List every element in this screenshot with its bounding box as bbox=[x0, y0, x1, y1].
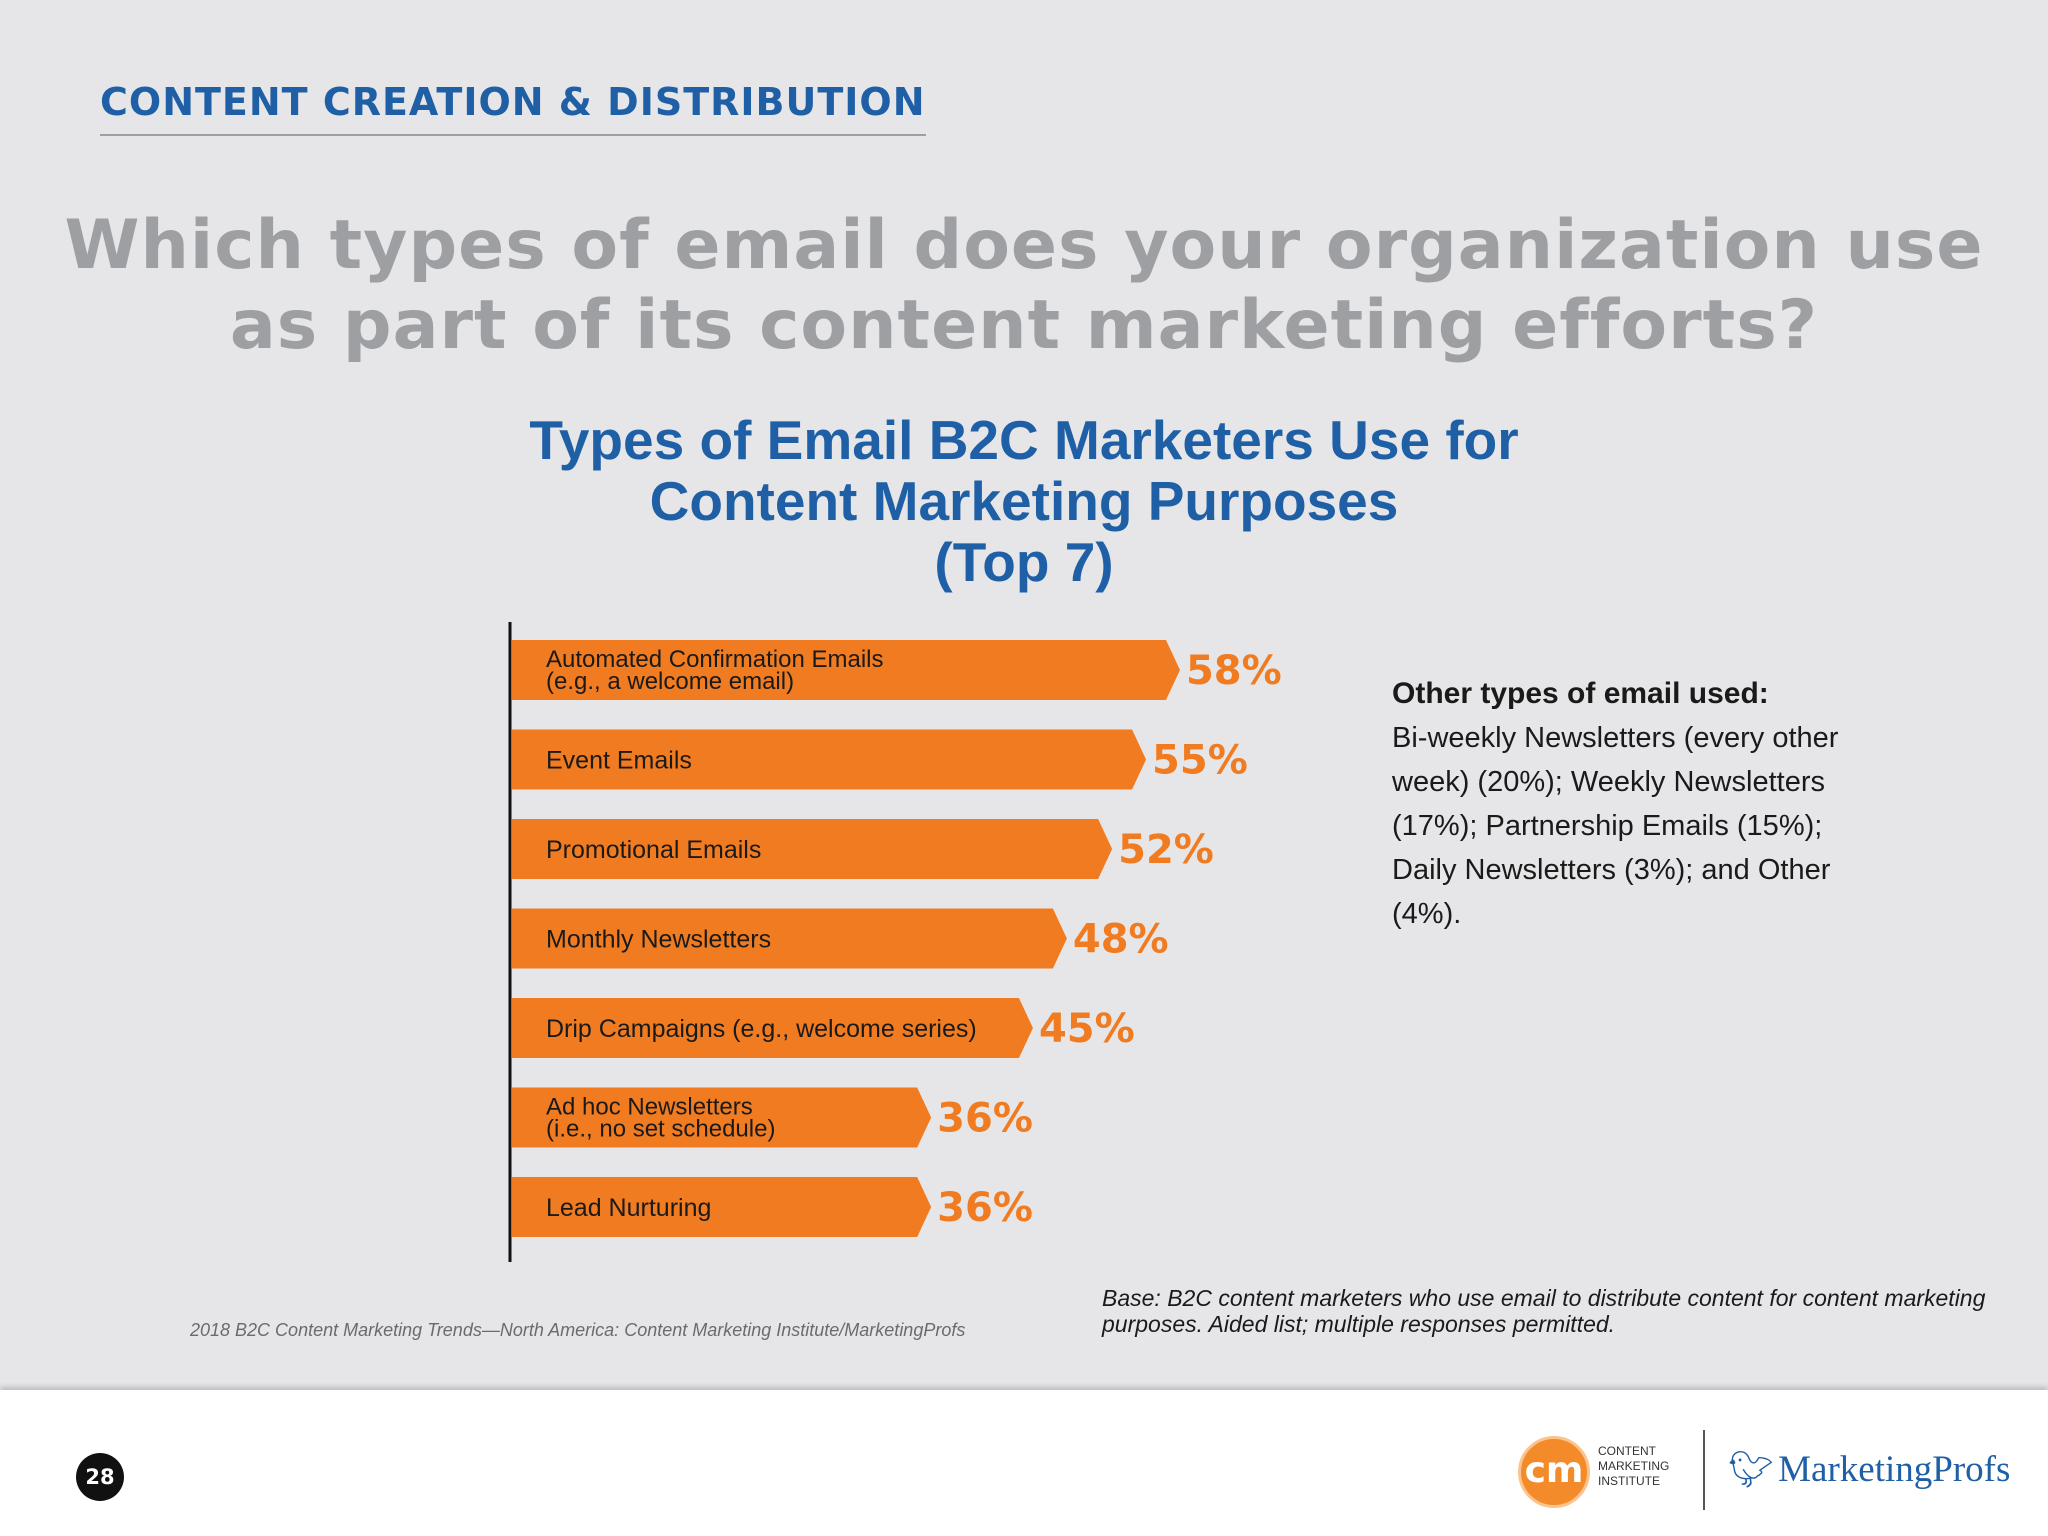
bird-icon: 🐦︎ bbox=[1728, 1448, 1774, 1490]
bar-category-label-line: (e.g., a welcome email) bbox=[546, 668, 794, 695]
other-email-types-line: week) (20%); Weekly Newsletters bbox=[1392, 766, 1825, 798]
other-email-types-line: (4%). bbox=[1392, 898, 1462, 930]
bar bbox=[512, 640, 1180, 700]
question-line: Which types of email does your organizat… bbox=[64, 206, 1984, 285]
bar bbox=[512, 729, 1147, 790]
cmi-logo-text: CONTENT MARKETING INSTITUTE bbox=[1598, 1444, 1718, 1489]
base-note-line: Base: B2C content marketers who use emai… bbox=[1102, 1285, 1986, 1311]
chart-title-line: (Top 7) bbox=[934, 531, 1114, 593]
bar-chart: Automated Confirmation Emails (e.g., a we… bbox=[508, 622, 1282, 1262]
bar-category-label: Promotional Emails bbox=[546, 836, 761, 864]
other-email-types: Other types of email used: Bi-weekly New… bbox=[1392, 672, 1852, 936]
other-email-types-line: (17%); Partnership Emails (15%); bbox=[1392, 810, 1823, 842]
cmi-logo-mark: cm bbox=[1518, 1436, 1590, 1508]
cmi-logo-line: MARKETING bbox=[1598, 1459, 1670, 1473]
bar bbox=[512, 819, 1113, 879]
bar-category-label: Lead Nurturing bbox=[546, 1194, 711, 1222]
other-email-types-heading: Other types of email used: bbox=[1392, 677, 1769, 710]
bar-category-label: Event Emails bbox=[546, 747, 692, 775]
bar bbox=[512, 1177, 932, 1237]
bar-value-label: 48% bbox=[1073, 917, 1169, 963]
bar bbox=[512, 998, 1033, 1058]
section-title: CONTENT CREATION & DISTRIBUTION bbox=[100, 80, 926, 136]
marketingprofs-logo-text: MarketingProfs bbox=[1778, 1449, 2011, 1490]
bar-category-label: Ad hoc Newsletters (i.e., no set schedule… bbox=[546, 1094, 775, 1143]
bar-value-label: 45% bbox=[1039, 1006, 1135, 1052]
bar-category-label: Automated Confirmation Emails (e.g., a we… bbox=[546, 646, 883, 695]
bar-category-label-line: Ad hoc Newsletters bbox=[546, 1094, 753, 1121]
bar-category-label: Drip Campaigns (e.g., welcome series) bbox=[546, 1015, 977, 1043]
bar-category-label-line: (i.e., no set schedule) bbox=[546, 1116, 775, 1143]
logo-divider bbox=[1703, 1430, 1705, 1510]
marketingprofs-logo[interactable]: 🐦︎ MarketingProfs bbox=[1728, 1448, 2010, 1491]
question-line: as part of its content marketing efforts… bbox=[229, 286, 1819, 365]
cmi-logo-line: CONTENT bbox=[1598, 1444, 1656, 1458]
cmi-logo-line: INSTITUTE bbox=[1598, 1474, 1660, 1488]
bar-value-label: 36% bbox=[937, 1185, 1033, 1231]
bar-value-label: 55% bbox=[1152, 738, 1248, 784]
bar-category-label: Monthly Newsletters bbox=[546, 926, 771, 954]
base-note-line: purposes. Aided list; multiple responses… bbox=[1102, 1311, 1616, 1337]
bar-value-label: 58% bbox=[1186, 648, 1282, 694]
page-number: 28 bbox=[76, 1453, 124, 1501]
bar-value-label: 52% bbox=[1118, 827, 1214, 873]
bar bbox=[512, 1087, 932, 1148]
chart-title: Types of Email B2C Marketers Use for Con… bbox=[0, 410, 2048, 593]
footer: 28 cm CONTENT MARKETING INSTITUTE 🐦︎ Mar… bbox=[0, 1390, 2048, 1536]
bar-category-label-line: Automated Confirmation Emails bbox=[546, 646, 883, 673]
chart-title-line: Content Marketing Purposes bbox=[649, 470, 1399, 532]
other-email-types-line: Daily Newsletters (3%); and Other bbox=[1392, 854, 1831, 886]
other-email-types-line: Bi-weekly Newsletters (every other bbox=[1392, 722, 1839, 754]
chart-title-line: Types of Email B2C Marketers Use for bbox=[529, 409, 1519, 471]
survey-question: Which types of email does your organizat… bbox=[0, 206, 2048, 366]
bar bbox=[512, 908, 1067, 969]
base-note: Base: B2C content marketers who use emai… bbox=[1102, 1285, 2002, 1337]
bar-value-label: 36% bbox=[937, 1096, 1033, 1142]
source-note: 2018 B2C Content Marketing Trends—North … bbox=[190, 1320, 966, 1340]
